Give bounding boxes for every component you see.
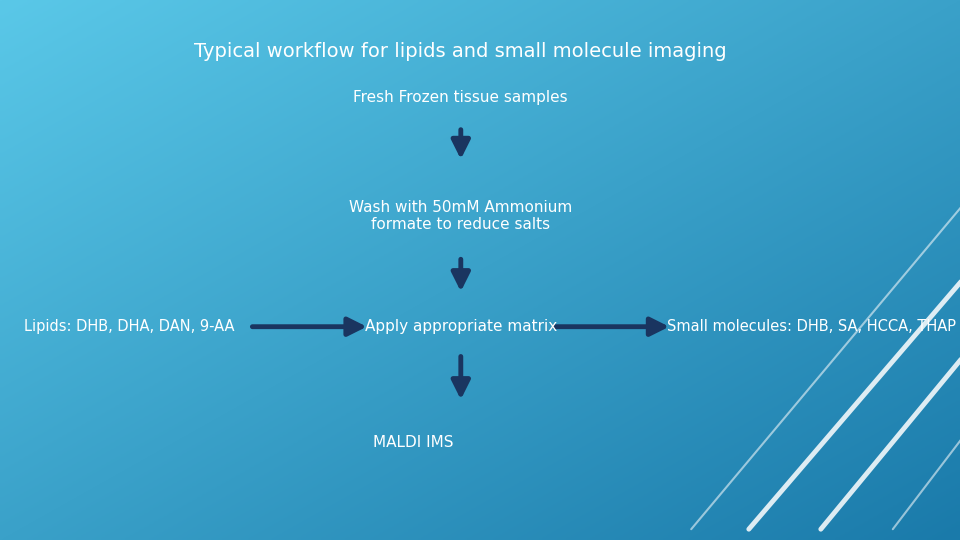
Text: Typical workflow for lipids and small molecule imaging: Typical workflow for lipids and small mo… <box>195 42 727 61</box>
Text: Small molecules: DHB, SA, HCCA, THAP: Small molecules: DHB, SA, HCCA, THAP <box>666 319 956 334</box>
Text: Lipids: DHB, DHA, DAN, 9-AA: Lipids: DHB, DHA, DAN, 9-AA <box>24 319 235 334</box>
Text: Fresh Frozen tissue samples: Fresh Frozen tissue samples <box>353 90 568 105</box>
Text: MALDI IMS: MALDI IMS <box>372 435 453 450</box>
Text: Wash with 50mM Ammonium
formate to reduce salts: Wash with 50mM Ammonium formate to reduc… <box>349 200 572 232</box>
Text: Apply appropriate matrix: Apply appropriate matrix <box>365 319 557 334</box>
